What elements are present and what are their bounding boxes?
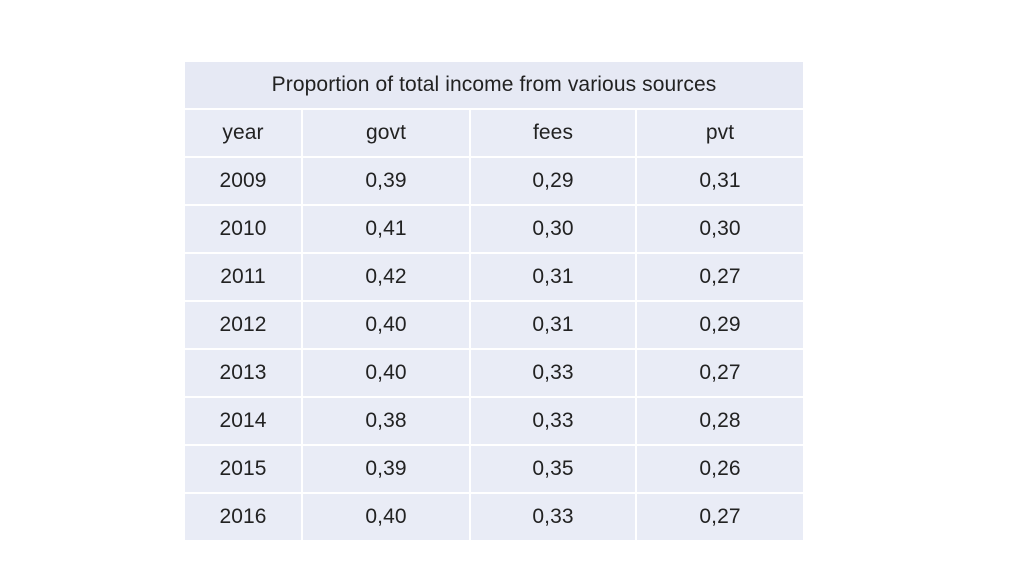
table-cell-govt: 0,40 — [303, 302, 469, 348]
income-proportion-table: Proportion of total income from various … — [183, 60, 805, 542]
table-cell-fees: 0,33 — [471, 350, 635, 396]
table-cell-year: 2010 — [185, 206, 301, 252]
table-cell-fees: 0,31 — [471, 302, 635, 348]
table-title: Proportion of total income from various … — [185, 62, 804, 108]
table-cell-govt: 0,40 — [303, 350, 469, 396]
table-cell-govt: 0,42 — [303, 254, 469, 300]
table-cell-fees: 0,33 — [471, 494, 635, 540]
income-table-container: Proportion of total income from various … — [183, 60, 805, 544]
column-header-year: year — [185, 110, 301, 156]
table-cell-year: 2009 — [185, 158, 301, 204]
table-row: 2009 0,39 0,29 0,31 — [185, 158, 804, 204]
table-cell-pvt: 0,27 — [637, 494, 804, 540]
table-cell-govt: 0,40 — [303, 494, 469, 540]
table-cell-pvt: 0,28 — [637, 398, 804, 444]
table-row: 2016 0,40 0,33 0,27 — [185, 494, 804, 540]
table-row: 2014 0,38 0,33 0,28 — [185, 398, 804, 444]
table-cell-pvt: 0,27 — [637, 350, 804, 396]
table-cell-fees: 0,31 — [471, 254, 635, 300]
table-cell-fees: 0,35 — [471, 446, 635, 492]
table-title-row: Proportion of total income from various … — [185, 62, 804, 108]
table-cell-govt: 0,38 — [303, 398, 469, 444]
table-cell-fees: 0,29 — [471, 158, 635, 204]
table-row: 2011 0,42 0,31 0,27 — [185, 254, 804, 300]
table-cell-year: 2011 — [185, 254, 301, 300]
table-cell-pvt: 0,29 — [637, 302, 804, 348]
table-cell-pvt: 0,27 — [637, 254, 804, 300]
table-cell-govt: 0,39 — [303, 158, 469, 204]
table-header-row: year govt fees pvt — [185, 110, 804, 156]
table-cell-fees: 0,33 — [471, 398, 635, 444]
table-cell-year: 2012 — [185, 302, 301, 348]
table-cell-pvt: 0,26 — [637, 446, 804, 492]
table-cell-year: 2015 — [185, 446, 301, 492]
column-header-fees: fees — [471, 110, 635, 156]
table-row: 2015 0,39 0,35 0,26 — [185, 446, 804, 492]
table-cell-pvt: 0,31 — [637, 158, 804, 204]
table-cell-govt: 0,41 — [303, 206, 469, 252]
column-header-govt: govt — [303, 110, 469, 156]
table-row: 2010 0,41 0,30 0,30 — [185, 206, 804, 252]
table-cell-year: 2013 — [185, 350, 301, 396]
table-row: 2013 0,40 0,33 0,27 — [185, 350, 804, 396]
table-row: 2012 0,40 0,31 0,29 — [185, 302, 804, 348]
table-cell-pvt: 0,30 — [637, 206, 804, 252]
table-cell-govt: 0,39 — [303, 446, 469, 492]
table-cell-fees: 0,30 — [471, 206, 635, 252]
table-cell-year: 2016 — [185, 494, 301, 540]
column-header-pvt: pvt — [637, 110, 804, 156]
table-cell-year: 2014 — [185, 398, 301, 444]
